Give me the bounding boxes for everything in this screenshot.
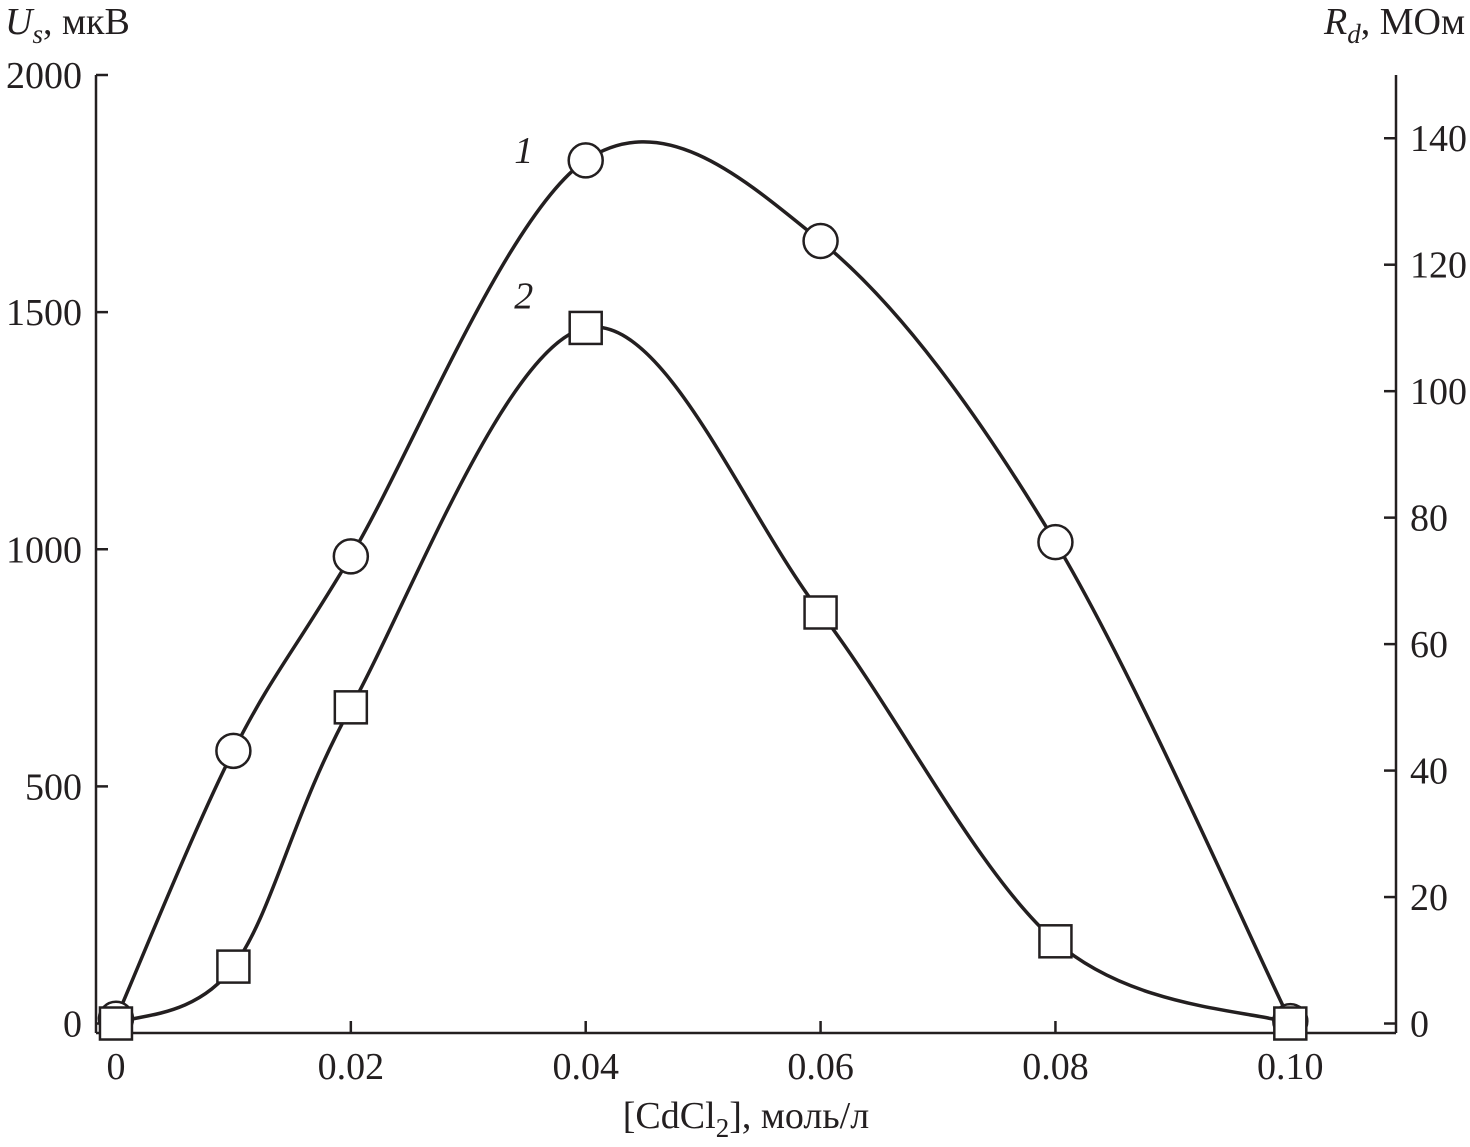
data-point-circle: [802, 222, 839, 260]
y-right-tick-label: 20: [1410, 877, 1448, 919]
y-left-tick-label: 1000: [6, 529, 82, 571]
y-right-tick-label: 120: [1410, 245, 1467, 287]
y-right-tick-label: 0: [1410, 1004, 1429, 1046]
axes: 0 0.02 0.04 0.06 0.08 0.10 0 500 1000 1500 2000 0 20…: [6, 55, 1467, 1088]
y-right-tick-label: 40: [1410, 751, 1448, 793]
data-point-square: [216, 949, 251, 984]
x-tick-label: 0.10: [1257, 1046, 1324, 1088]
data-point-circle: [332, 538, 370, 575]
data-point-square: [98, 1006, 134, 1041]
data-point-square: [803, 595, 838, 630]
x-axis-title: [CdCl2], моль/л: [623, 1095, 869, 1143]
data-point-circle: [1037, 523, 1074, 561]
series-2: 2: [98, 275, 1308, 1041]
y-right-tick-label: 80: [1410, 498, 1448, 540]
y-left-axis-title: Us, мкВ: [5, 1, 130, 49]
data-point-circle: [215, 732, 252, 770]
y-right-tick-label: 140: [1410, 118, 1467, 160]
series-2-label: 2: [514, 275, 533, 317]
y-right-tick-label: 100: [1410, 371, 1467, 413]
data-point-square: [1038, 924, 1073, 959]
x-tick-label: 0.08: [1022, 1046, 1089, 1088]
series-1-label: 1: [514, 130, 533, 172]
y-left-tick-label: 1500: [6, 292, 82, 334]
y-right-axis-title: Rd, МОм: [1323, 1, 1465, 49]
data-point-square: [1273, 1006, 1308, 1041]
data-point-circle: [567, 142, 604, 179]
series-1: 1: [97, 130, 1309, 1040]
series-1-line: [114, 140, 1292, 1022]
series-layer: 12: [97, 130, 1309, 1041]
y-left-tick-label: 0: [63, 1004, 82, 1046]
y-left-tick-label: 2000: [6, 55, 82, 97]
x-tick-label: 0.04: [552, 1046, 619, 1088]
y-left-tick-label: 500: [25, 766, 82, 808]
x-tick-label: 0.02: [318, 1046, 385, 1088]
series-2-line: [115, 325, 1291, 1026]
y-right-tick-label: 60: [1410, 624, 1448, 666]
data-point-square: [333, 690, 369, 725]
x-tick-label: 0.06: [787, 1046, 854, 1088]
axis-titles: Us, мкВ Rd, МОм [CdCl2], моль/л: [5, 1, 1465, 1143]
data-point-square: [568, 310, 603, 346]
x-tick-label: 0: [106, 1046, 125, 1088]
